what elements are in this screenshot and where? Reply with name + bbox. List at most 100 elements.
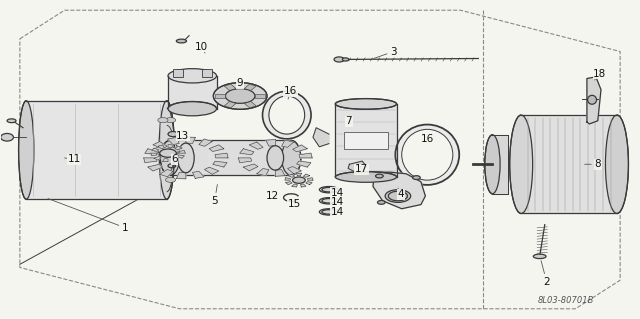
Ellipse shape bbox=[484, 135, 500, 194]
Bar bbox=[215, 94, 225, 98]
Text: 4: 4 bbox=[398, 188, 404, 199]
Bar bbox=[255, 94, 266, 98]
Text: 2: 2 bbox=[541, 261, 550, 287]
Ellipse shape bbox=[269, 96, 305, 134]
Polygon shape bbox=[186, 137, 195, 144]
Polygon shape bbox=[285, 182, 292, 185]
Text: 16: 16 bbox=[420, 134, 434, 144]
Ellipse shape bbox=[342, 58, 349, 61]
Text: 3: 3 bbox=[374, 47, 397, 58]
Text: 5: 5 bbox=[211, 184, 218, 206]
Polygon shape bbox=[521, 115, 617, 213]
Polygon shape bbox=[177, 155, 184, 158]
Polygon shape bbox=[163, 159, 168, 162]
Ellipse shape bbox=[402, 129, 453, 180]
Polygon shape bbox=[193, 171, 204, 178]
Ellipse shape bbox=[160, 149, 176, 157]
Ellipse shape bbox=[168, 69, 216, 83]
Polygon shape bbox=[257, 168, 269, 176]
Polygon shape bbox=[172, 158, 178, 161]
Polygon shape bbox=[249, 142, 263, 149]
Text: 7: 7 bbox=[346, 116, 352, 126]
Polygon shape bbox=[159, 169, 173, 177]
Polygon shape bbox=[208, 146, 221, 169]
Ellipse shape bbox=[319, 209, 339, 215]
Polygon shape bbox=[303, 174, 310, 177]
Bar bbox=[244, 84, 256, 91]
Text: 12: 12 bbox=[266, 191, 279, 201]
Bar bbox=[173, 69, 183, 77]
Polygon shape bbox=[168, 137, 179, 145]
Ellipse shape bbox=[1, 133, 13, 141]
Ellipse shape bbox=[159, 101, 174, 199]
Polygon shape bbox=[179, 151, 185, 153]
Polygon shape bbox=[177, 172, 186, 179]
Ellipse shape bbox=[262, 91, 311, 139]
Polygon shape bbox=[158, 145, 164, 149]
Polygon shape bbox=[275, 170, 285, 176]
Ellipse shape bbox=[168, 131, 178, 137]
Polygon shape bbox=[168, 76, 216, 109]
Text: 14: 14 bbox=[331, 197, 344, 207]
Polygon shape bbox=[152, 148, 159, 152]
Polygon shape bbox=[151, 153, 157, 156]
Polygon shape bbox=[243, 164, 258, 171]
Polygon shape bbox=[587, 77, 601, 124]
Polygon shape bbox=[299, 153, 312, 158]
Ellipse shape bbox=[319, 187, 339, 193]
Polygon shape bbox=[26, 101, 167, 199]
Polygon shape bbox=[145, 149, 159, 155]
Polygon shape bbox=[296, 173, 301, 176]
Ellipse shape bbox=[396, 124, 460, 185]
Ellipse shape bbox=[213, 83, 267, 109]
Polygon shape bbox=[282, 140, 294, 147]
Polygon shape bbox=[296, 161, 311, 167]
Text: 13: 13 bbox=[176, 131, 189, 141]
Polygon shape bbox=[209, 145, 224, 152]
Ellipse shape bbox=[161, 140, 179, 175]
Circle shape bbox=[166, 177, 175, 182]
Ellipse shape bbox=[7, 119, 16, 123]
Circle shape bbox=[154, 147, 164, 152]
Polygon shape bbox=[292, 145, 307, 152]
Text: 8L03-80701B: 8L03-80701B bbox=[538, 296, 594, 305]
Polygon shape bbox=[285, 178, 291, 180]
Ellipse shape bbox=[605, 115, 628, 213]
Ellipse shape bbox=[225, 89, 255, 103]
Polygon shape bbox=[313, 128, 329, 147]
Polygon shape bbox=[300, 184, 306, 187]
Polygon shape bbox=[199, 139, 212, 146]
Polygon shape bbox=[306, 182, 312, 185]
Polygon shape bbox=[292, 184, 298, 187]
Bar bbox=[224, 84, 236, 91]
Ellipse shape bbox=[413, 176, 420, 180]
Text: 10: 10 bbox=[195, 42, 209, 53]
Bar bbox=[224, 101, 236, 108]
Text: 16: 16 bbox=[284, 86, 297, 99]
Text: 14: 14 bbox=[331, 207, 344, 217]
Text: 18: 18 bbox=[593, 69, 606, 80]
Polygon shape bbox=[239, 149, 254, 155]
Polygon shape bbox=[215, 153, 228, 158]
Polygon shape bbox=[154, 157, 161, 160]
FancyBboxPatch shape bbox=[344, 132, 388, 149]
Ellipse shape bbox=[378, 200, 385, 204]
Ellipse shape bbox=[335, 172, 397, 182]
Polygon shape bbox=[266, 140, 275, 146]
Text: 17: 17 bbox=[355, 164, 368, 174]
Ellipse shape bbox=[385, 190, 411, 202]
Ellipse shape bbox=[177, 143, 194, 173]
Ellipse shape bbox=[335, 99, 397, 109]
Polygon shape bbox=[170, 140, 291, 175]
Polygon shape bbox=[287, 167, 301, 174]
Ellipse shape bbox=[509, 115, 532, 213]
Polygon shape bbox=[148, 164, 163, 171]
Polygon shape bbox=[153, 142, 167, 149]
Circle shape bbox=[170, 147, 179, 152]
Polygon shape bbox=[307, 178, 313, 180]
Text: 1: 1 bbox=[48, 199, 129, 233]
Polygon shape bbox=[288, 174, 294, 177]
Ellipse shape bbox=[376, 174, 383, 178]
Ellipse shape bbox=[319, 197, 339, 204]
Polygon shape bbox=[212, 161, 227, 167]
